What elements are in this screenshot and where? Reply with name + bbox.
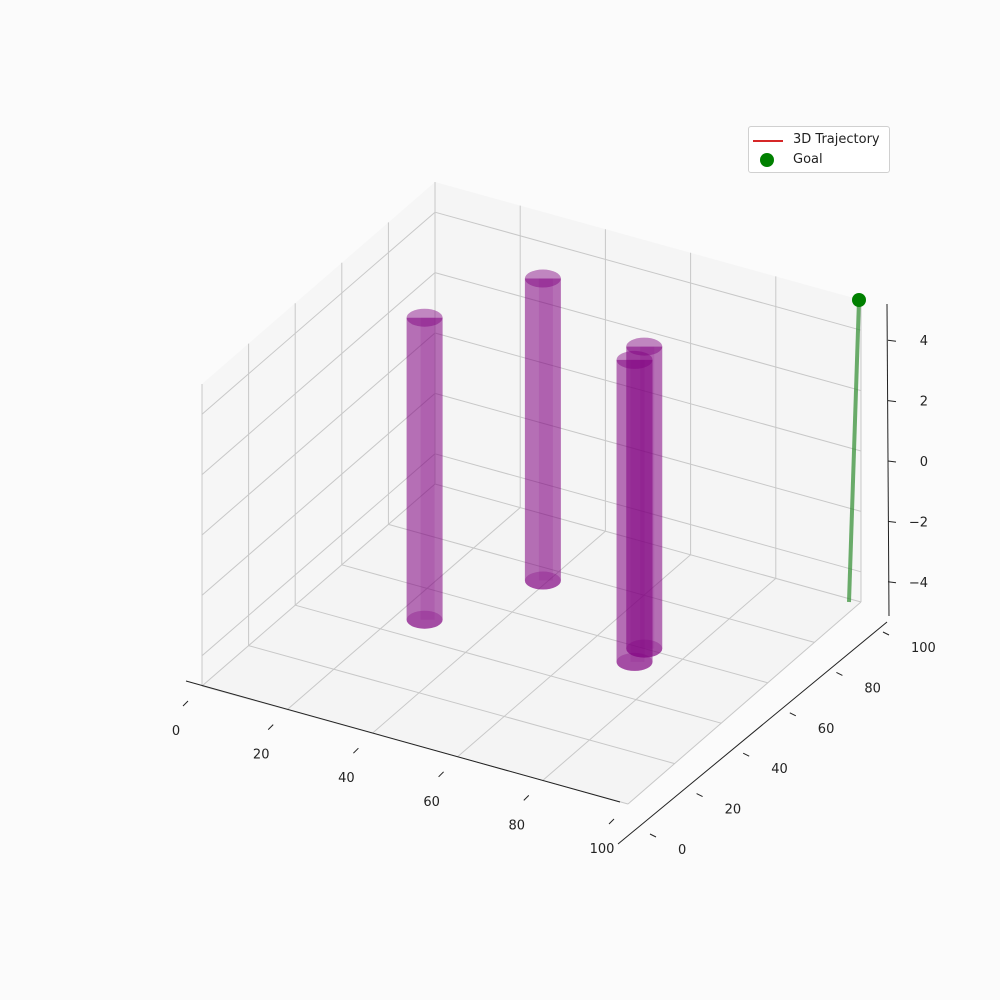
y-tick-label: 0 [678,843,686,858]
grid-x-floor [542,578,777,781]
obstacle-cylinder [616,350,653,671]
grid-z-left [201,453,436,657]
z-tick-label: −2 [909,515,928,530]
x-tick-label: 60 [423,795,440,810]
grid-z-back [434,211,862,331]
x-tick-label: 20 [253,748,270,763]
x-tick-mark [182,700,189,707]
x-tick-mark [267,724,274,730]
grid-x-floor [372,530,606,734]
legend-label-goal: Goal [793,152,823,167]
y-tick-mark [696,793,703,798]
legend-label-trajectory: 3D Trajectory [793,132,880,147]
x-axis-line [185,680,621,803]
x-tick-mark [353,747,359,754]
grid-y-floor [295,604,722,724]
grid-z-left [201,272,436,475]
grid-x-floor [286,507,521,710]
goal-marker [852,293,866,307]
x-tick-mark [438,771,444,778]
x-tick-label: 100 [590,842,615,857]
legend-entry-trajectory: 3D Trajectory [749,130,889,150]
grid-y-floor [248,645,675,765]
z-axis-line [886,303,890,617]
z-tick-label: 0 [920,455,928,470]
legend-entry-goal: Goal [749,150,889,170]
z-tick-mark [887,460,897,463]
grid-z-back [434,272,862,392]
y-tick-mark [836,671,843,676]
y-tick-mark [649,833,657,838]
z-tick-mark [887,581,897,584]
y-tick-label: 80 [864,681,881,696]
y-axis-line [617,621,888,845]
x-tick-label: 0 [172,724,180,739]
legend-line-icon [753,140,783,142]
y-tick-label: 20 [725,803,742,818]
grid-x-floor [201,483,436,687]
legend: 3D Trajectory Goal [748,126,890,173]
grid-z-left [201,211,436,415]
obstacle-cylinder [524,269,561,590]
z-tick-mark [887,520,897,523]
legend-dot-icon [760,153,774,167]
z-tick-label: 2 [920,395,928,410]
x-tick-label: 80 [509,818,526,833]
y-tick-mark [789,712,797,717]
y-tick-label: 40 [771,762,788,777]
y-tick-mark [882,631,890,636]
obstacle-cylinder [406,308,443,629]
z-tick-mark [887,400,897,403]
goal-line [847,299,861,603]
grid-z-left [201,393,436,596]
z-tick-label: −4 [909,576,928,591]
grid-y-floor [388,523,815,643]
y-tick-label: 100 [911,641,936,656]
y-tick-mark [742,752,750,757]
x-tick-mark [608,818,615,825]
grid-z-left [201,332,436,536]
x-tick-mark [523,795,530,801]
z-tick-label: 4 [920,334,928,349]
pane-floor [202,484,861,804]
z-tick-mark [887,339,897,342]
y-tick-label: 60 [818,722,835,737]
grid-x-floor [627,601,862,805]
x-tick-label: 40 [338,771,355,786]
